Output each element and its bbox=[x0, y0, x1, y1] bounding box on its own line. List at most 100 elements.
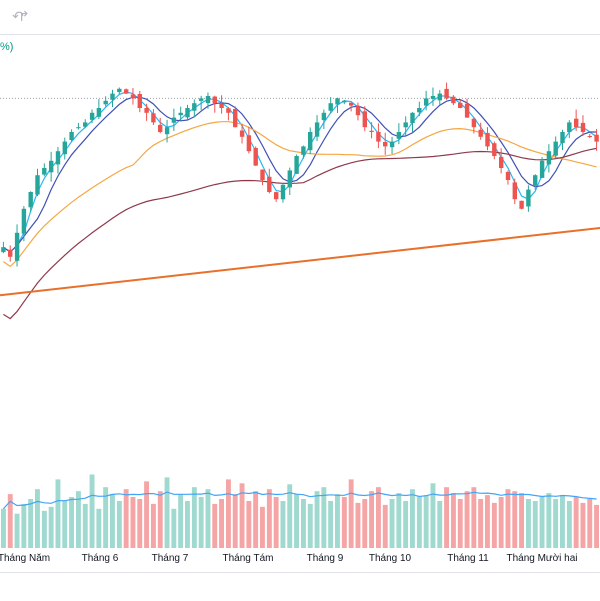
volume-bar bbox=[266, 489, 272, 548]
candle-body bbox=[437, 93, 442, 101]
candle-body bbox=[55, 151, 61, 165]
x-tick-label: Tháng 10 bbox=[369, 553, 412, 564]
volume-bar bbox=[1, 508, 6, 548]
volume-bar bbox=[35, 489, 40, 548]
candle-body bbox=[587, 136, 592, 137]
volume-bar bbox=[430, 483, 436, 548]
candle-body bbox=[314, 122, 320, 137]
candle-body bbox=[464, 103, 470, 118]
candle-body bbox=[219, 103, 224, 108]
volume-bar bbox=[219, 499, 224, 548]
candle-body bbox=[533, 175, 538, 186]
volume-ma-line bbox=[2, 491, 597, 510]
volume-bar bbox=[519, 493, 524, 548]
candle-body bbox=[205, 96, 211, 104]
volume-bar bbox=[403, 501, 409, 548]
candle-body bbox=[396, 132, 402, 139]
volume-bar bbox=[205, 489, 211, 548]
legend-percent-text: %) bbox=[0, 41, 14, 53]
volume-bar bbox=[212, 503, 218, 548]
volume-bar bbox=[28, 499, 34, 548]
redo-icon[interactable]: ↱ bbox=[18, 8, 30, 24]
volume-bar bbox=[287, 484, 293, 548]
volume-bar bbox=[89, 474, 95, 548]
candle-body bbox=[260, 169, 265, 180]
candle-body bbox=[199, 98, 204, 101]
candle-body bbox=[28, 192, 33, 208]
volume-bar bbox=[185, 501, 190, 548]
candle-body bbox=[471, 118, 477, 128]
candle-body bbox=[485, 132, 490, 147]
candle-body bbox=[226, 108, 231, 113]
candle-body bbox=[287, 170, 292, 188]
candle-body bbox=[103, 100, 108, 105]
candle-body bbox=[594, 134, 599, 142]
volume-bar bbox=[478, 499, 484, 548]
volume-bar bbox=[587, 499, 593, 548]
volume-bar bbox=[526, 499, 531, 548]
volume-bar bbox=[273, 497, 279, 548]
volume-bar bbox=[307, 503, 313, 548]
volume-bar bbox=[348, 479, 354, 548]
volume-bar bbox=[498, 497, 504, 548]
candle-body bbox=[212, 96, 217, 104]
volume-bar bbox=[321, 487, 327, 548]
volume-bar bbox=[116, 501, 122, 548]
candle-body bbox=[62, 141, 67, 155]
candle-body bbox=[49, 160, 54, 173]
volume-bar bbox=[505, 489, 511, 548]
volume-bar bbox=[110, 494, 115, 548]
candle-body bbox=[383, 142, 388, 147]
candle-body bbox=[342, 100, 347, 103]
volume-bar bbox=[301, 499, 306, 548]
candle-body bbox=[151, 113, 156, 123]
candle-body bbox=[253, 148, 258, 166]
candle-body bbox=[42, 168, 47, 175]
candle-body bbox=[308, 132, 313, 151]
ma-line-long bbox=[3, 121, 597, 268]
volume-bar bbox=[253, 491, 259, 548]
volume-bar bbox=[232, 494, 238, 548]
candle-body bbox=[69, 132, 74, 140]
volume-bar bbox=[171, 508, 177, 548]
volume-bar bbox=[48, 506, 54, 548]
volume-bar bbox=[103, 487, 109, 548]
volume-bar bbox=[226, 479, 231, 548]
undo-icon[interactable]: ↶ bbox=[12, 8, 24, 24]
candle-body bbox=[362, 111, 367, 128]
volume-bar bbox=[457, 499, 463, 548]
candle-body bbox=[178, 112, 183, 116]
volume-bar bbox=[21, 503, 27, 548]
volume-bar bbox=[191, 487, 197, 548]
volume-bar bbox=[14, 513, 20, 548]
volume-bar bbox=[280, 501, 286, 548]
volume-bar bbox=[566, 501, 572, 548]
x-tick-label: Tháng Năm bbox=[0, 553, 50, 564]
candle-body bbox=[478, 129, 483, 137]
volume-bar bbox=[382, 504, 388, 548]
candle-body bbox=[410, 112, 415, 123]
candle-body bbox=[567, 122, 572, 133]
candle-body bbox=[274, 192, 279, 200]
candle-body bbox=[192, 103, 197, 111]
volume-bar bbox=[369, 491, 374, 548]
volume-bar bbox=[62, 501, 68, 548]
x-tick-label: Tháng 7 bbox=[152, 553, 189, 564]
candle-body bbox=[89, 112, 95, 120]
candle-body bbox=[35, 175, 40, 195]
volume-bar bbox=[328, 501, 334, 548]
x-tick-label: Tháng 11 bbox=[447, 553, 489, 564]
volume-bar bbox=[491, 502, 497, 548]
ma-line-medium bbox=[3, 96, 597, 253]
x-tick-label: Tháng 6 bbox=[82, 553, 119, 564]
candle-body bbox=[185, 108, 190, 118]
volume-bar bbox=[164, 477, 170, 548]
volume-bar bbox=[444, 487, 449, 548]
volume-bar bbox=[314, 491, 320, 548]
volume-bar bbox=[410, 489, 415, 548]
volume-bar bbox=[69, 497, 74, 548]
x-tick-label: Tháng Mười hai bbox=[506, 553, 577, 564]
volume-bar bbox=[151, 503, 156, 548]
candle-body bbox=[451, 96, 456, 104]
